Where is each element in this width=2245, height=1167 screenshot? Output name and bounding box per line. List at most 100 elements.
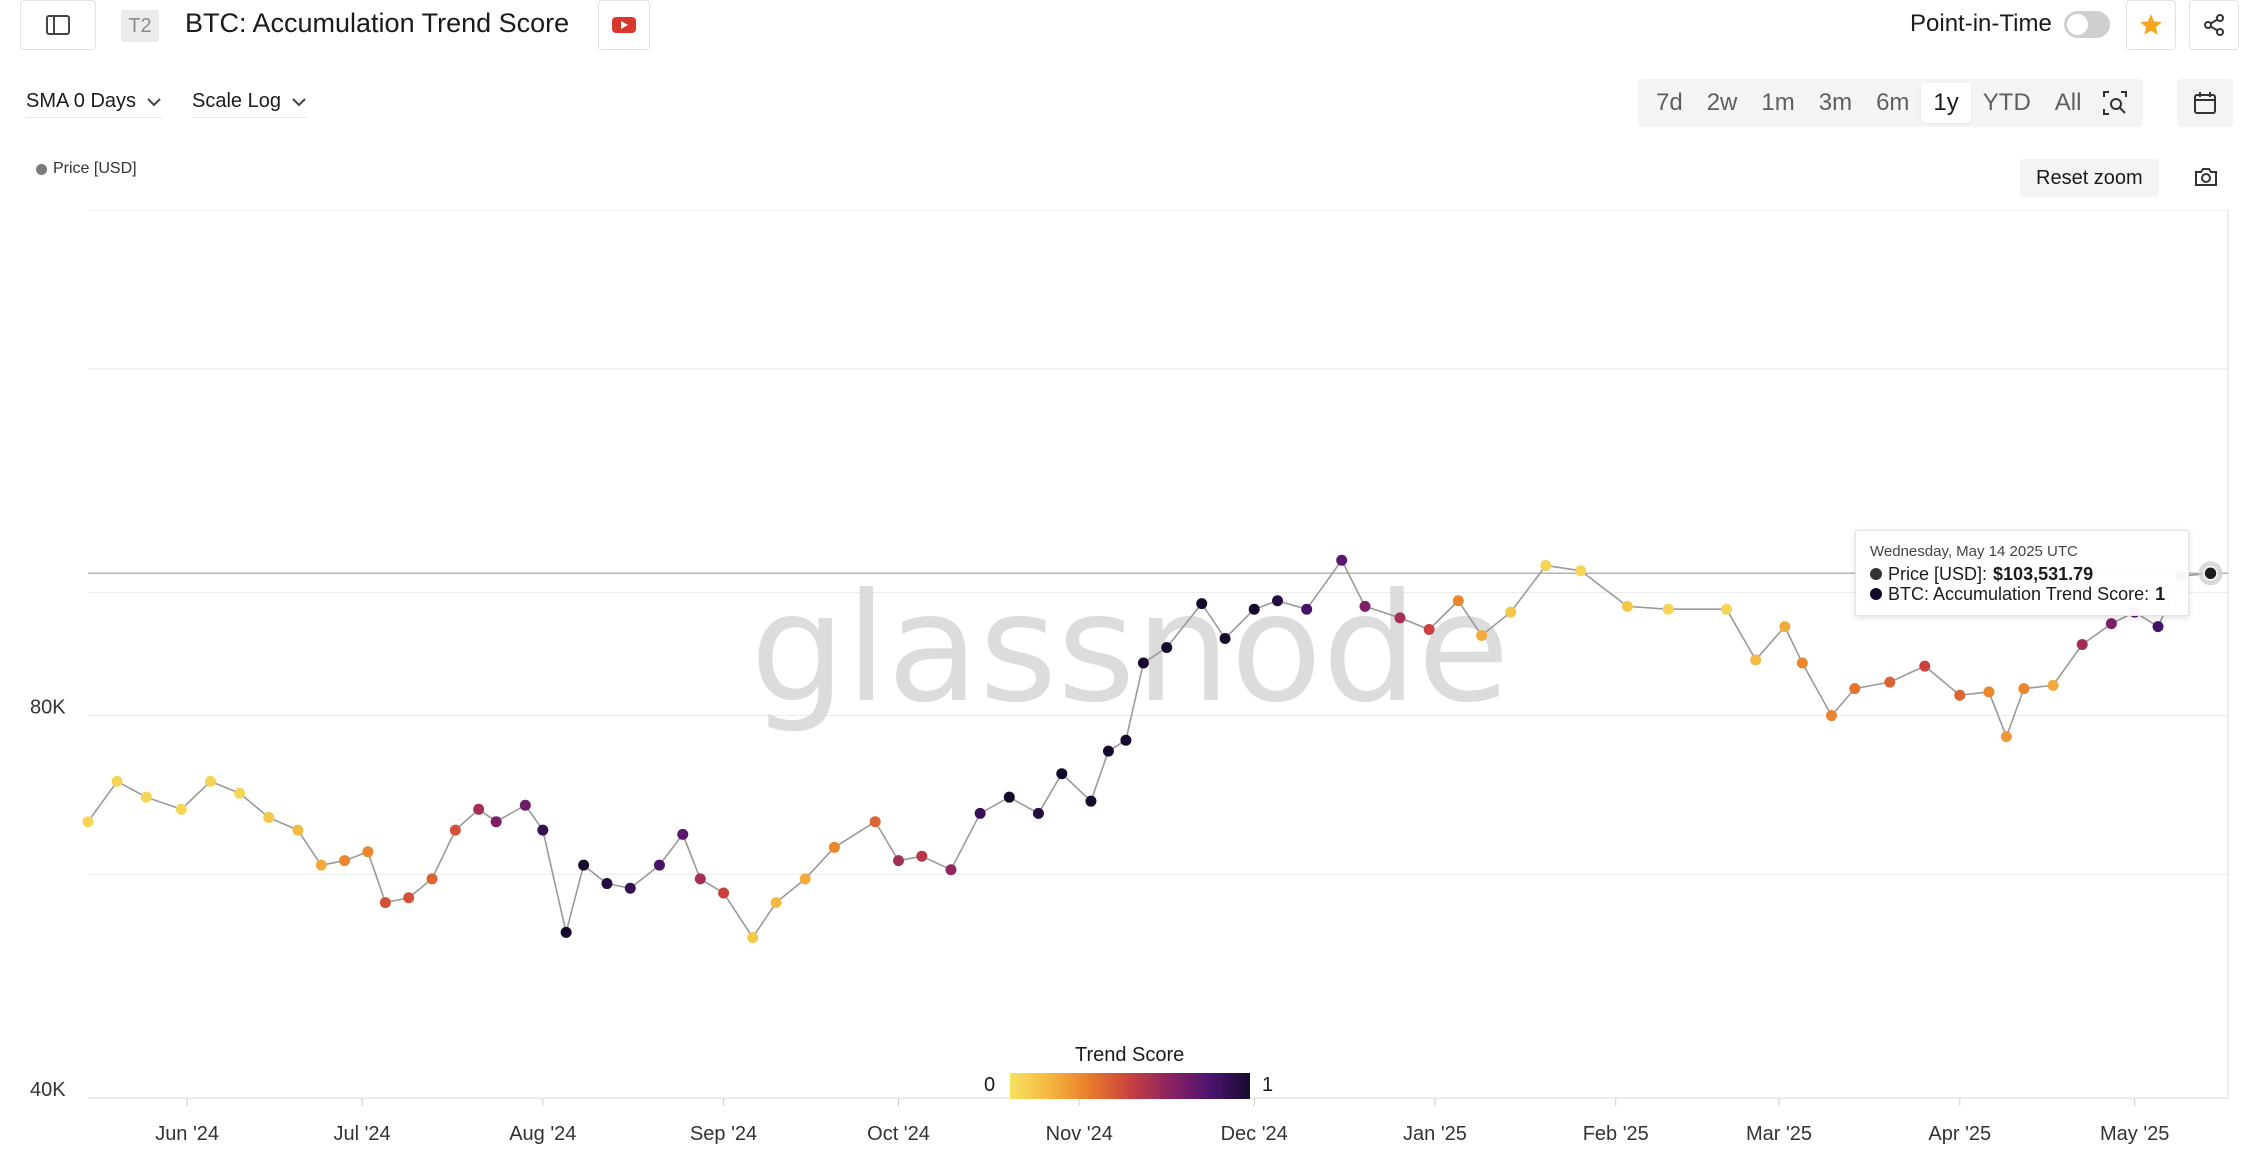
x-tick-label: Nov '24 [1046, 1123, 1113, 1145]
screenshot-button[interactable] [2190, 162, 2222, 192]
price-point [1779, 621, 1791, 633]
price-point [263, 812, 275, 824]
x-tick-label: May '25 [2100, 1123, 2169, 1145]
price-point [1954, 689, 1966, 701]
price-point [362, 846, 374, 858]
calendar-button[interactable] [2177, 79, 2233, 127]
price-point [1056, 768, 1068, 780]
tooltip-price-row: Price [USD]: $103,531.79 [1870, 564, 2174, 584]
range-3m-button[interactable]: 3m [1818, 89, 1853, 116]
price-point [1575, 565, 1587, 577]
favorite-button[interactable] [2126, 0, 2176, 50]
price-point [1336, 554, 1348, 566]
price-point [1085, 795, 1097, 807]
hover-point [2203, 566, 2218, 581]
price-point [893, 855, 905, 867]
tooltip-date: Wednesday, May 14 2025 UTC [1870, 543, 2078, 560]
range-all-button[interactable]: All [2054, 89, 2082, 116]
price-point [140, 791, 152, 803]
price-point [234, 787, 246, 799]
tooltip-price-dot [1870, 568, 1882, 580]
sma-dropdown[interactable]: SMA 0 Days [26, 90, 163, 118]
price-point [379, 897, 391, 909]
price-point [718, 887, 730, 899]
price-point [292, 824, 304, 836]
x-axis: Jun '24 Jul '24 Aug '24 Sep '24 Oct '24 Nov '… [155, 1098, 2169, 1145]
price-points [82, 554, 2217, 944]
camera-icon [2195, 168, 2217, 186]
price-point [537, 824, 549, 836]
price-point [1161, 642, 1173, 654]
chart-legend[interactable]: Price [USD] [36, 160, 137, 178]
share-icon [2204, 14, 2224, 36]
tier-badge: T2 [121, 10, 159, 42]
price-point [1662, 603, 1674, 615]
x-tick-label: Apr '25 [1928, 1123, 1991, 1145]
price-point [204, 775, 216, 787]
price-point [1621, 600, 1633, 612]
range-1y-button[interactable]: 1y [1921, 83, 1971, 123]
zoom-select-button[interactable] [2093, 83, 2137, 123]
range-ytd-button[interactable]: YTD [1982, 89, 2031, 116]
calendar-icon [2194, 92, 2216, 114]
x-tick-label: Dec '24 [1221, 1123, 1288, 1145]
tooltip-price-label: Price [USD]: [1888, 564, 1988, 584]
price-point [799, 873, 811, 885]
price-point [624, 882, 636, 894]
price-point [403, 892, 415, 904]
price-point [1721, 603, 1733, 615]
scale-dropdown[interactable]: Scale Log [192, 90, 307, 118]
price-point [1505, 606, 1517, 618]
price-point [1120, 734, 1132, 746]
star-icon [2140, 14, 2162, 35]
sidebar-toggle-button[interactable] [20, 0, 96, 50]
range-2w-button[interactable]: 2w [1706, 89, 1738, 116]
price-point [916, 850, 928, 862]
range-7d-button[interactable]: 7d [1656, 89, 1683, 116]
legend-dot [36, 163, 47, 175]
point-in-time-label: Point-in-Time [1910, 10, 2052, 37]
color-scale-bar [1010, 1073, 1250, 1099]
price-point [1452, 595, 1464, 607]
price-point [82, 816, 94, 828]
price-point [694, 873, 706, 885]
price-point [1032, 807, 1044, 819]
price-point [828, 841, 840, 853]
share-button[interactable] [2189, 0, 2239, 50]
color-scale-title: Trend Score [1075, 1044, 1185, 1066]
x-tick-label: Sep '24 [690, 1123, 757, 1145]
price-point [601, 878, 613, 890]
range-6m-button[interactable]: 6m [1876, 89, 1910, 116]
price-point [1196, 598, 1208, 610]
price-point [1476, 629, 1488, 641]
price-chart[interactable]: glassnode 40K 80K Jun '24 Jul '24 Aug '24 Se… [0, 200, 2245, 1167]
price-point [1272, 595, 1284, 607]
point-in-time-toggle[interactable] [2064, 11, 2110, 38]
price-point [1137, 657, 1149, 669]
tooltip-price-value: $103,531.79 [1993, 564, 2094, 584]
price-point [2018, 683, 2030, 695]
price-point [1359, 600, 1371, 612]
watermark: glassnode [750, 562, 1509, 736]
range-selector: 7d 2w 1m 3m 6m 1y YTD All [1638, 79, 2144, 127]
range-1m-button[interactable]: 1m [1761, 89, 1795, 116]
price-point [578, 859, 590, 871]
color-scale-max: 1 [1262, 1074, 1274, 1096]
x-tick-label: Feb '25 [1583, 1123, 1649, 1145]
price-point [1919, 660, 1931, 672]
tooltip-score-value: 1 [2155, 584, 2166, 604]
price-point [1884, 676, 1896, 688]
sma-dropdown-label: SMA 0 Days [26, 90, 137, 112]
youtube-icon [612, 17, 636, 33]
youtube-button[interactable] [598, 0, 650, 50]
x-tick-label: Mar '25 [1746, 1123, 1812, 1145]
scale-dropdown-label: Scale Log [192, 90, 281, 112]
reset-zoom-button[interactable]: Reset zoom [2020, 159, 2159, 197]
price-point [2076, 638, 2088, 650]
price-point [175, 803, 187, 815]
price-point [1540, 560, 1552, 572]
color-scale-min: 0 [984, 1074, 996, 1096]
price-point [315, 859, 327, 871]
price-point [1423, 624, 1435, 636]
price-point [490, 816, 502, 828]
